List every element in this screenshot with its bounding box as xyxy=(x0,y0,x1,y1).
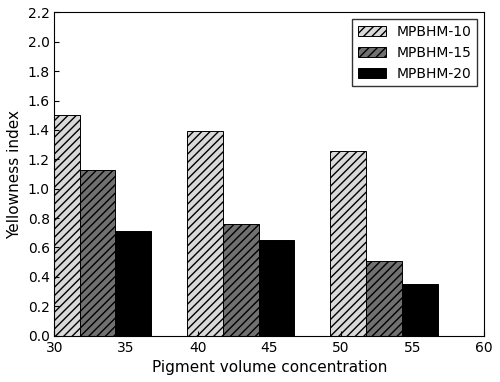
Bar xyxy=(80,170,116,336)
Bar xyxy=(258,240,294,336)
Bar xyxy=(223,224,258,336)
Bar xyxy=(44,115,80,336)
Y-axis label: Yellowness index: Yellowness index xyxy=(7,110,22,238)
Bar xyxy=(116,231,151,336)
Legend: MPBHM-10, MPBHM-15, MPBHM-20: MPBHM-10, MPBHM-15, MPBHM-20 xyxy=(352,19,478,86)
Bar xyxy=(330,151,366,336)
Bar xyxy=(402,284,438,336)
Bar xyxy=(187,131,223,336)
Bar xyxy=(366,261,402,336)
X-axis label: Pigment volume concentration: Pigment volume concentration xyxy=(152,360,387,375)
